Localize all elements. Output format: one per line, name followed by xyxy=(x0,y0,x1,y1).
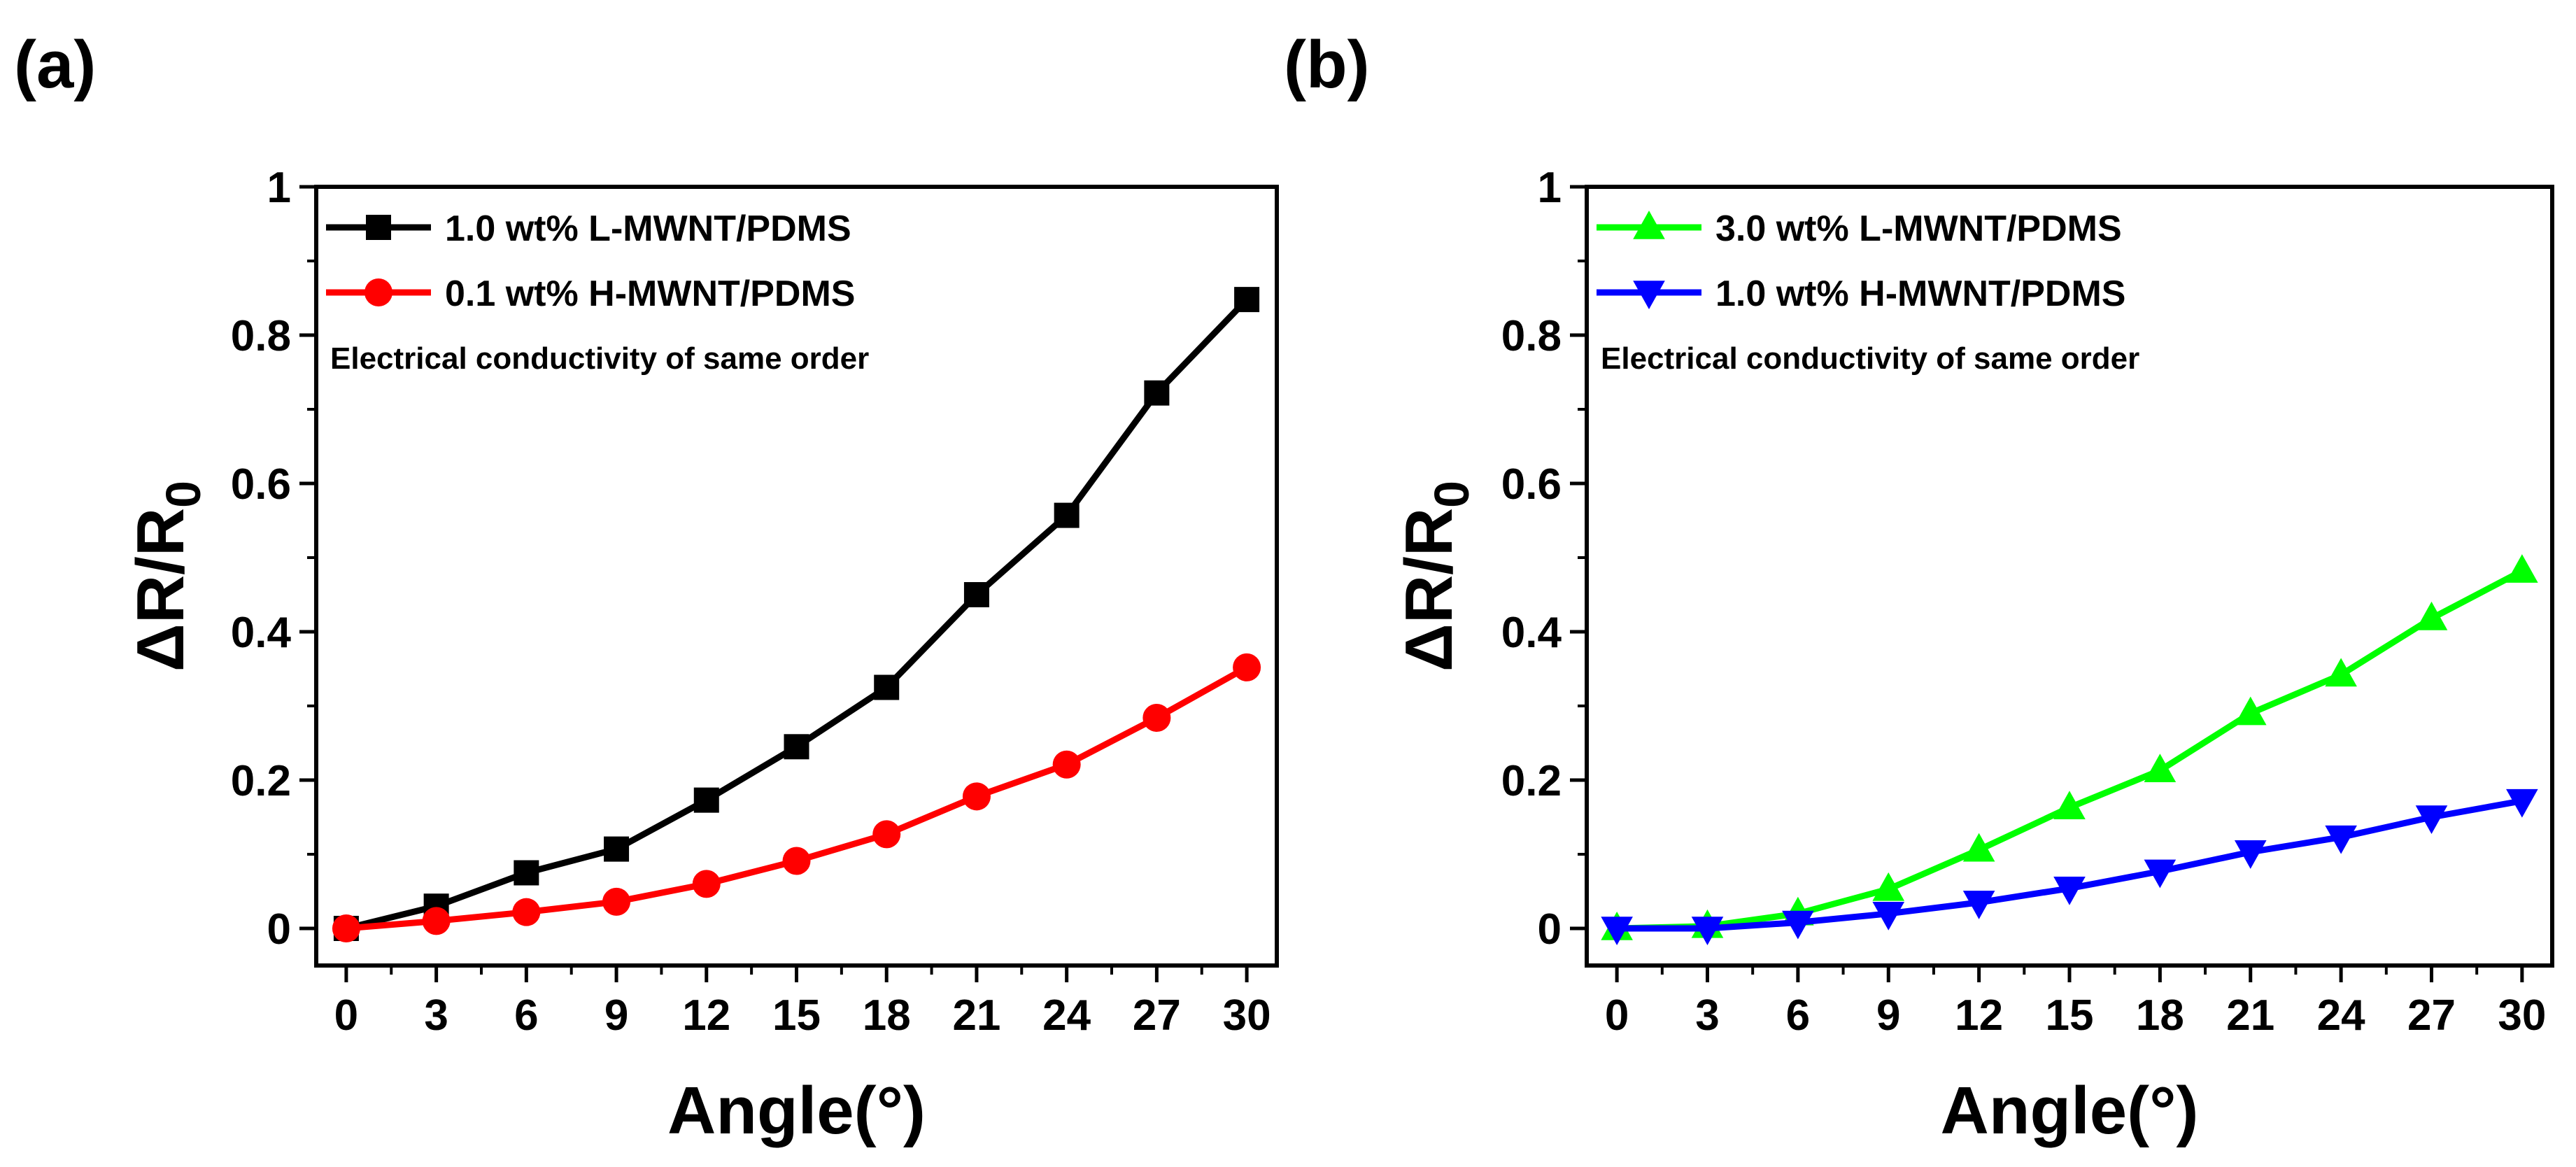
data-point-series-1 xyxy=(874,674,900,700)
y-tick-label: 0.2 xyxy=(1501,757,1562,805)
x-tick-label: 15 xyxy=(772,991,821,1040)
data-point-series-1 xyxy=(1234,287,1260,313)
data-point-series-1 xyxy=(784,734,809,760)
x-axis-title: Angle(°) xyxy=(1941,1073,2199,1148)
data-point-series-2 xyxy=(692,870,721,898)
data-point-series-2 xyxy=(2053,876,2086,905)
x-tick-label: 27 xyxy=(2407,991,2456,1040)
data-point-series-1 xyxy=(1054,502,1080,528)
y-tick-label: 0.6 xyxy=(231,460,291,509)
x-tick-label: 18 xyxy=(863,991,911,1040)
x-tick-label: 24 xyxy=(2317,991,2365,1040)
y-tick-label: 1 xyxy=(1538,164,1562,212)
legend-label-1: 3.0 wt% L-MWNT/PDMS xyxy=(1715,208,2122,249)
data-point-series-2 xyxy=(1601,917,1633,945)
legend-label-1: 1.0 wt% L-MWNT/PDMS xyxy=(445,208,851,249)
data-point-series-2 xyxy=(1872,902,1905,931)
data-point-series-2 xyxy=(602,887,631,916)
x-tick-label: 9 xyxy=(1876,991,1900,1040)
data-point-series-2 xyxy=(2144,859,2177,889)
data-point-series-1 xyxy=(963,582,989,607)
y-tick-label: 0 xyxy=(1538,905,1562,954)
data-point-series-1 xyxy=(2144,754,2177,783)
data-point-series-1 xyxy=(1872,872,1905,901)
data-point-series-2 xyxy=(332,914,360,942)
y-axis-title-main: ΔR/R xyxy=(1392,508,1466,672)
data-point-series-2 xyxy=(872,820,901,849)
series-line-1 xyxy=(345,297,1250,932)
panel-label: (a) xyxy=(14,27,96,102)
legend-marker-2 xyxy=(1633,281,1665,309)
chart-panel-b: (b) 0 3 6 9 12 15 18 21 24 27 30 0 0.2 0.4 0.6 0.8 1 Angle… xyxy=(1284,27,2554,1148)
x-axis-title: Angle(°) xyxy=(667,1073,926,1148)
y-tick-label: 0.6 xyxy=(1501,460,1562,509)
data-point-series-1 xyxy=(2506,554,2538,583)
data-point-series-2 xyxy=(1691,917,1724,945)
data-point-series-2 xyxy=(2415,805,2448,834)
series-line-1 xyxy=(1617,568,2524,932)
x-tick-label: 9 xyxy=(604,991,628,1040)
data-point-series-2 xyxy=(2234,840,2267,869)
y-axis-title-subscript: 0 xyxy=(156,481,211,508)
x-tick-label: 21 xyxy=(952,991,1000,1040)
x-tick-label: 12 xyxy=(1955,991,2003,1040)
y-tick-label: 0.4 xyxy=(1501,609,1562,657)
annotation-text: Electrical conductivity of same order xyxy=(1601,341,2139,376)
x-tick-label: 3 xyxy=(1695,991,1719,1040)
legend-marker-1 xyxy=(366,215,391,240)
panel-label: (b) xyxy=(1284,27,1370,102)
annotation-text: Electrical conductivity of same order xyxy=(330,341,869,376)
chart-panel-a: (a) 0 3 6 9 12 15 18 21 24 27 30 0 0.2 0.4 0.6 0.8 1 Angle… xyxy=(14,27,1279,1148)
x-tick-label: 0 xyxy=(334,991,358,1040)
y-axis-title: ΔR/R0 xyxy=(1392,481,1479,672)
x-tick-label: 30 xyxy=(1223,991,1271,1040)
x-tick-label: 15 xyxy=(2046,991,2094,1040)
data-point-series-2 xyxy=(2506,788,2538,818)
y-axis-title-main: ΔR/R xyxy=(123,508,198,672)
data-point-series-1 xyxy=(2415,601,2448,630)
legend-marker-2 xyxy=(365,278,392,306)
data-point-series-1 xyxy=(2234,696,2267,726)
x-tick-label: 0 xyxy=(1605,991,1629,1040)
x-tick-label: 6 xyxy=(1786,991,1810,1040)
y-axis-title-subscript: 0 xyxy=(1424,481,1479,508)
data-point-series-2 xyxy=(962,782,991,811)
y-tick-label: 0.4 xyxy=(231,609,292,657)
data-point-series-2 xyxy=(1052,750,1081,779)
data-point-series-1 xyxy=(2053,791,2086,820)
data-point-series-2 xyxy=(782,847,811,875)
x-tick-label: 12 xyxy=(682,991,730,1040)
data-point-series-2 xyxy=(1233,653,1261,681)
x-tick-label: 3 xyxy=(424,991,448,1040)
x-tick-label: 30 xyxy=(2498,991,2546,1040)
x-tick-label: 24 xyxy=(1042,991,1091,1040)
data-point-series-2 xyxy=(512,898,541,926)
legend-label-2: 0.1 wt% H-MWNT/PDMS xyxy=(445,274,855,314)
data-point-series-1 xyxy=(2325,658,2357,687)
y-tick-label: 1 xyxy=(267,164,291,212)
data-point-series-2 xyxy=(2325,825,2357,854)
x-tick-label: 21 xyxy=(2226,991,2274,1040)
y-tick-label: 0.8 xyxy=(231,312,291,360)
x-tick-label: 27 xyxy=(1133,991,1181,1040)
data-point-series-1 xyxy=(693,787,719,813)
legend-marker-1 xyxy=(1633,211,1665,239)
data-point-series-1 xyxy=(514,860,539,886)
data-point-series-2 xyxy=(1142,703,1171,732)
data-point-series-2 xyxy=(1782,910,1814,940)
data-point-series-1 xyxy=(1144,380,1170,406)
data-point-series-2 xyxy=(422,907,451,935)
legend-label-2: 1.0 wt% H-MWNT/PDMS xyxy=(1715,274,2125,314)
x-tick-label: 6 xyxy=(514,991,538,1040)
x-tick-label: 18 xyxy=(2136,991,2184,1040)
y-axis-title: ΔR/R0 xyxy=(123,481,211,672)
data-point-series-1 xyxy=(604,836,630,862)
data-point-series-2 xyxy=(1962,891,1995,919)
data-point-series-1 xyxy=(1962,833,1995,862)
series-line-2 xyxy=(1617,798,2523,932)
y-tick-label: 0 xyxy=(267,905,291,954)
y-tick-label: 0.8 xyxy=(1501,312,1562,360)
y-tick-label: 0.2 xyxy=(231,757,291,805)
